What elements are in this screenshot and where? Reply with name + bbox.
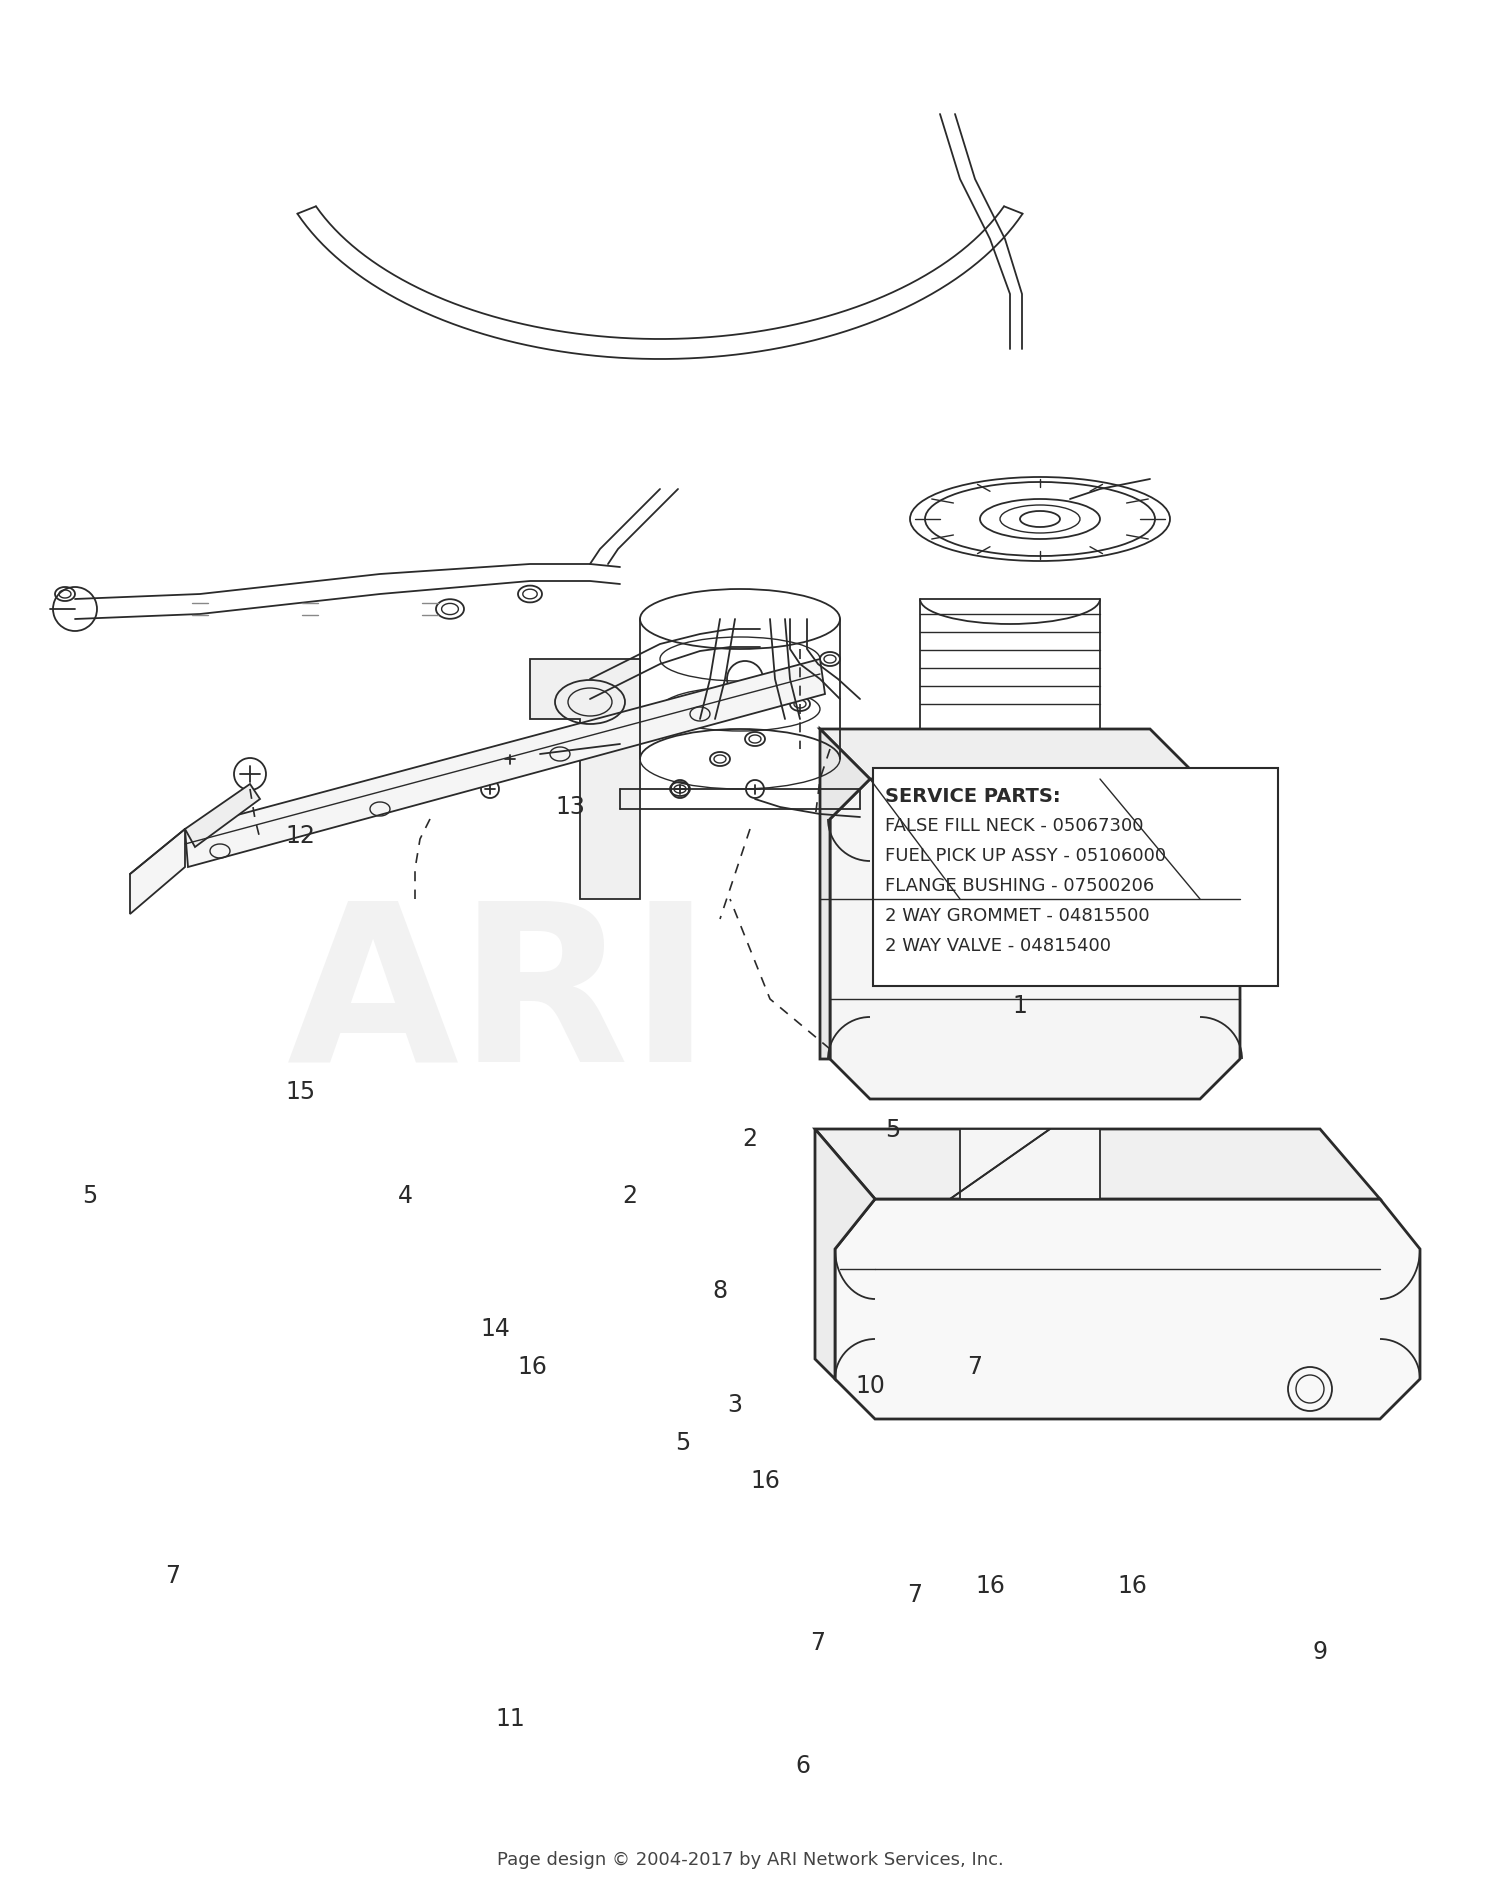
Text: 16: 16 bbox=[750, 1469, 780, 1492]
Text: 11: 11 bbox=[495, 1706, 525, 1729]
Polygon shape bbox=[815, 1129, 1380, 1200]
Polygon shape bbox=[815, 1129, 874, 1380]
Text: 7: 7 bbox=[908, 1583, 922, 1606]
Polygon shape bbox=[821, 729, 1200, 780]
Text: 16: 16 bbox=[975, 1573, 1005, 1596]
Text: 2: 2 bbox=[622, 1184, 638, 1207]
Text: 14: 14 bbox=[480, 1317, 510, 1340]
Text: 5: 5 bbox=[675, 1431, 690, 1454]
Text: 15: 15 bbox=[285, 1080, 315, 1103]
Polygon shape bbox=[836, 1200, 1420, 1420]
Polygon shape bbox=[184, 661, 825, 867]
Text: 1: 1 bbox=[1013, 995, 1028, 1017]
Text: ARI: ARI bbox=[286, 892, 712, 1107]
Polygon shape bbox=[530, 661, 640, 900]
Polygon shape bbox=[821, 729, 870, 1059]
Polygon shape bbox=[830, 780, 1240, 1099]
Text: 4: 4 bbox=[398, 1184, 412, 1207]
Text: 16: 16 bbox=[518, 1355, 548, 1378]
Polygon shape bbox=[130, 829, 184, 915]
Text: Page design © 2004-2017 by ARI Network Services, Inc.: Page design © 2004-2017 by ARI Network S… bbox=[496, 1851, 1004, 1868]
Polygon shape bbox=[960, 1129, 1100, 1200]
Text: 5: 5 bbox=[82, 1184, 98, 1207]
Text: 7: 7 bbox=[165, 1564, 180, 1587]
Text: 13: 13 bbox=[555, 795, 585, 818]
Text: 6: 6 bbox=[795, 1754, 810, 1777]
Text: 2: 2 bbox=[742, 1127, 758, 1150]
Text: 7: 7 bbox=[968, 1355, 982, 1378]
Text: FUEL PICK UP ASSY - 05106000: FUEL PICK UP ASSY - 05106000 bbox=[885, 847, 1166, 865]
Text: FALSE FILL NECK - 05067300: FALSE FILL NECK - 05067300 bbox=[885, 816, 1143, 835]
Text: 16: 16 bbox=[1118, 1573, 1148, 1596]
Text: FLANGE BUSHING - 07500206: FLANGE BUSHING - 07500206 bbox=[885, 877, 1155, 894]
Text: SERVICE PARTS:: SERVICE PARTS: bbox=[885, 786, 1060, 805]
Polygon shape bbox=[873, 769, 1278, 987]
Text: 10: 10 bbox=[855, 1374, 885, 1397]
Text: 3: 3 bbox=[728, 1393, 742, 1416]
Text: 5: 5 bbox=[885, 1118, 900, 1141]
Polygon shape bbox=[184, 784, 260, 848]
Text: 2 WAY GROMMET - 04815500: 2 WAY GROMMET - 04815500 bbox=[885, 907, 1149, 924]
Text: 8: 8 bbox=[712, 1279, 728, 1302]
Text: 7: 7 bbox=[810, 1630, 825, 1653]
Text: 9: 9 bbox=[1312, 1640, 1328, 1663]
Text: 12: 12 bbox=[285, 824, 315, 847]
Text: 2 WAY VALVE - 04815400: 2 WAY VALVE - 04815400 bbox=[885, 936, 1112, 955]
